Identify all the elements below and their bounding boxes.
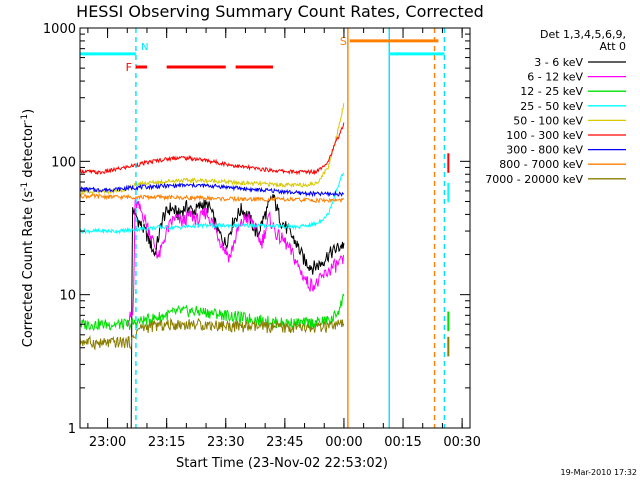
series-line-7 [79, 181, 345, 198]
legend-title-1: Det 1,3,4,5,6,9, [540, 28, 626, 41]
y-tick-label-1: 1 [68, 422, 76, 437]
x-tick-label-1: 23:00 [89, 435, 126, 450]
legend-label-3: 12 - 25 keV [520, 85, 583, 98]
legend: Det 1,3,4,5,6,9, Att 0 3 - 6 keV 6 - 12 k… [485, 28, 626, 186]
legend-label-9: 7000 - 20000 keV [485, 173, 583, 186]
legend-title-2: Att 0 [600, 40, 626, 53]
series-line-9 [79, 317, 345, 351]
series-line-4 [79, 172, 345, 235]
flare-bar-label: F [126, 61, 132, 74]
x-axis-label: Start Time (23-Nov-02 22:53:02) [176, 456, 388, 471]
series-line-1 [130, 194, 345, 429]
top-bar-label-3: S [340, 35, 347, 48]
legend-label-6: 100 - 300 keV [506, 129, 583, 142]
y-axis-label-sup2: -1 [20, 114, 30, 123]
axes: 1 10 100 1000 23:00 23:15 23:30 23:45 00:00 00:15… [43, 22, 481, 450]
legend-label-2: 6 - 12 keV [527, 71, 583, 84]
series-line-6 [79, 122, 345, 176]
x-tick-label-5: 00:00 [325, 435, 362, 450]
series-line-8 [79, 193, 345, 204]
legend-label-5: 50 - 100 keV [513, 114, 583, 127]
x-tick-label-2: 23:15 [148, 435, 185, 450]
plot-area: N S F [79, 28, 450, 429]
legend-label-7: 300 - 800 keV [506, 144, 583, 157]
y-tick-label-2: 10 [59, 289, 76, 304]
chart-title: HESSI Observing Summary Count Rates, Cor… [76, 2, 484, 21]
x-tick-label-3: 23:30 [207, 435, 244, 450]
y-axis-label-mid: detector [21, 122, 36, 182]
marker-label-1: N [141, 42, 148, 53]
plot-frame [79, 27, 471, 429]
y-tick-label-3: 100 [51, 155, 76, 170]
y-axis-label-end: ) [21, 109, 36, 114]
series-line-5 [79, 103, 345, 196]
y-axis-label: Corrected Count Rate (s-1 detector-1) [20, 109, 36, 347]
x-tick-label-4: 23:45 [266, 435, 303, 450]
footer-timestamp: 19-Mar-2010 17:32 [561, 468, 638, 477]
y-tick-label-4: 1000 [43, 22, 76, 37]
series-line-3 [79, 293, 345, 332]
x-tick-label-7: 00:30 [443, 435, 480, 450]
legend-label-1: 3 - 6 keV [534, 56, 583, 69]
legend-label-8: 800 - 7000 keV [499, 158, 583, 171]
legend-label-4: 25 - 50 keV [520, 100, 583, 113]
y-axis-label-sup1: -1 [20, 182, 30, 191]
y-axis-label-main: Corrected Count Rate (s [21, 191, 36, 348]
x-tick-label-6: 00:15 [384, 435, 421, 450]
series-line-2 [126, 198, 344, 327]
